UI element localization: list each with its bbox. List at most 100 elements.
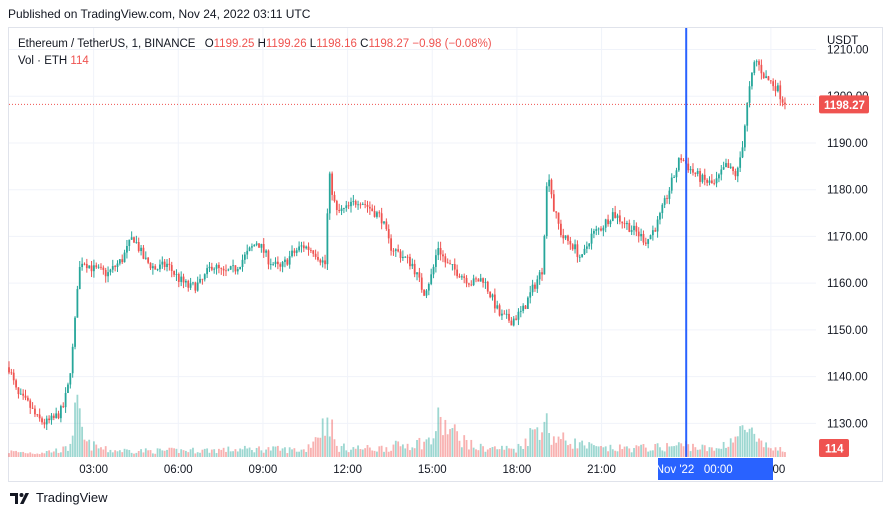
candle-body: [765, 76, 767, 79]
chart-frame[interactable]: [8, 27, 883, 482]
candle-body: [503, 313, 506, 315]
volume-bar: [260, 450, 263, 457]
volume-bar: [123, 448, 126, 457]
volume-bar: [534, 429, 536, 457]
volume-bar: [352, 447, 355, 457]
volume-bar: [385, 447, 388, 457]
candle-body: [477, 279, 480, 282]
volume-bar: [439, 416, 442, 457]
close-value: 1198.27: [368, 38, 410, 50]
volume-bar: [718, 448, 720, 457]
candle-body: [111, 266, 114, 270]
volume-bar: [590, 443, 593, 457]
volume-bar: [371, 450, 374, 457]
candle-body: [137, 241, 140, 252]
volume-bar: [437, 407, 440, 457]
candle-body: [378, 212, 381, 214]
volume-bar: [354, 448, 357, 457]
volume-bar: [383, 451, 385, 457]
candle-body: [83, 263, 86, 265]
candle-body: [376, 212, 378, 217]
candle-body: [312, 250, 315, 254]
candle-body: [385, 221, 388, 230]
candle-body: [213, 268, 216, 270]
candle-body: [713, 183, 716, 185]
candle-body: [614, 212, 617, 218]
volume-bar: [503, 449, 506, 457]
candle-body: [493, 294, 496, 309]
volume-bar: [109, 449, 112, 457]
volume-bar: [187, 452, 190, 457]
candle-body: [102, 267, 105, 270]
volume-bar: [104, 446, 107, 457]
candle-body: [133, 237, 135, 243]
candle-body: [694, 172, 697, 174]
candle-body: [725, 163, 727, 168]
volume-bar: [397, 441, 400, 457]
candle-body: [710, 180, 713, 184]
volume-bar: [26, 453, 29, 457]
candle-body: [352, 201, 355, 202]
candle-body: [347, 205, 350, 207]
tradingview-logo-icon: [10, 492, 29, 504]
x-tick-label: 03:00: [79, 464, 108, 476]
volume-bar: [284, 447, 286, 457]
volume-bar: [501, 445, 503, 457]
volume-bar: [432, 438, 435, 457]
volume-bar: [222, 447, 225, 457]
volume-bar: [269, 450, 272, 457]
candle-body: [260, 244, 263, 248]
candle-body: [501, 313, 503, 316]
symbol-label[interactable]: Ethereum / TetherUS, 1, BINANCE: [18, 38, 196, 50]
candle-body: [692, 169, 694, 173]
volume-bar: [430, 444, 433, 457]
candle-body: [515, 318, 517, 320]
candle-body: [361, 204, 364, 205]
volume-bar: [526, 446, 529, 457]
brand[interactable]: TradingView: [10, 490, 108, 505]
candle-body: [88, 265, 91, 269]
last-price-badge[interactable]: [819, 95, 869, 114]
candle-body: [475, 278, 477, 280]
candle-body: [269, 264, 272, 265]
volume-bar: [729, 438, 732, 457]
candle-body: [659, 213, 661, 220]
candle-body: [423, 289, 426, 296]
candle-body: [706, 179, 709, 183]
volume-bar: [333, 439, 336, 457]
crosshair-date-badge[interactable]: [658, 458, 773, 480]
candle-body: [326, 213, 329, 265]
candle-body: [654, 230, 657, 232]
volume-bar: [293, 448, 296, 457]
candle-body: [317, 256, 319, 260]
candle-body: [600, 228, 602, 231]
volume-bar: [404, 448, 407, 457]
candle-body: [288, 256, 291, 265]
volume-bar: [552, 436, 555, 457]
candle-body: [300, 245, 303, 247]
candle-body: [166, 263, 168, 267]
volume-bar: [751, 427, 753, 457]
candle-body: [593, 230, 595, 234]
volume-bar: [121, 452, 124, 457]
candle-body: [418, 272, 421, 278]
volume-bar: [364, 448, 367, 457]
candle-body: [357, 204, 359, 206]
candle-body: [677, 158, 680, 171]
volume-label[interactable]: Vol · ETH: [18, 55, 68, 67]
candle-body: [753, 62, 756, 73]
volume-bar: [576, 448, 579, 457]
candle-body: [314, 253, 317, 257]
last-volume-badge[interactable]: [819, 439, 849, 457]
volume-bar: [748, 428, 751, 457]
volume-bar: [456, 431, 459, 457]
candle-body: [576, 244, 579, 257]
candle-body: [24, 395, 27, 398]
y-tick-label: 1160.00: [827, 278, 868, 290]
candle-body: [751, 72, 753, 87]
volume-bar: [50, 452, 53, 457]
volume-bar: [300, 449, 303, 457]
volume-bar: [199, 452, 201, 457]
volume-bar: [201, 449, 204, 457]
